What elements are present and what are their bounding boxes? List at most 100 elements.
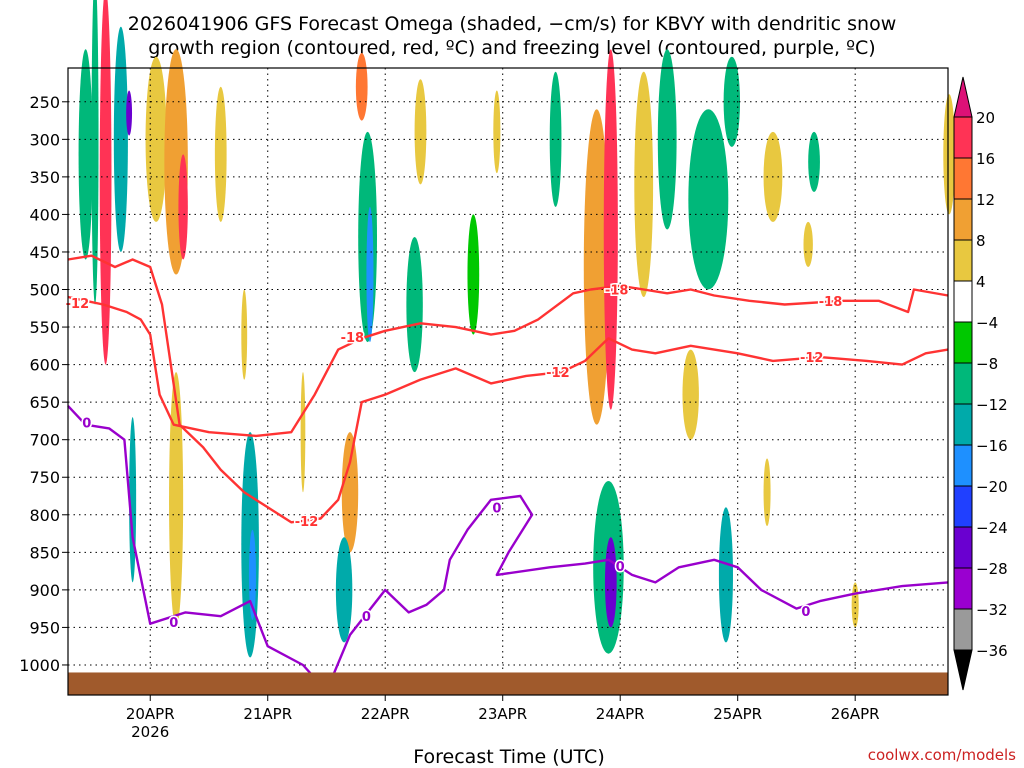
- ytick-label-750: 750: [29, 468, 60, 487]
- omega-cell-3: [113, 26, 128, 252]
- ytick-label-600: 600: [29, 356, 60, 375]
- omega-cell-37: [808, 131, 820, 192]
- plot-frame: [67, 67, 949, 696]
- ytick-label-700: 700: [29, 431, 60, 450]
- colorbar-swatch-7: [953, 403, 973, 446]
- colorbar-legend: 20 16 12 8 4 −4 −8 −12 −16 −20 −24 −28 −32 −36: [953, 76, 1008, 691]
- omega-cell-40: [851, 582, 859, 628]
- omega-cell-15: [355, 52, 368, 121]
- terrain-ground: [68, 672, 948, 695]
- contour-label-8: 0: [169, 616, 178, 631]
- colorbar-label-9: −20: [976, 478, 1008, 496]
- omega-cell-8: [178, 154, 188, 260]
- ytick-label-550: 550: [29, 318, 60, 337]
- colorbar-label-10: −24: [976, 519, 1008, 537]
- colorbar-swatch-1: [953, 157, 973, 200]
- contour-label-5: -18: [819, 295, 843, 310]
- omega-cell-18: [341, 432, 359, 553]
- contour-label-6: -12: [800, 351, 824, 366]
- colorbar-swatch-11: [953, 567, 973, 610]
- credit-text[interactable]: coolwx.com/models: [868, 746, 1016, 764]
- ytick-label-900: 900: [29, 581, 60, 600]
- colorbar-swatch-4: [953, 280, 973, 323]
- ytick-label-650: 650: [29, 393, 60, 412]
- contour-label-10: 0: [492, 501, 501, 516]
- omega-cell-29: [634, 71, 654, 298]
- contour-label-11: 0: [616, 560, 625, 575]
- ytick-label-300: 300: [29, 130, 60, 149]
- ytick-label-250: 250: [29, 93, 60, 112]
- plot-area: -12 -18 -12 -12 -18 -18 -12 0 0 0 0 0 0: [64, 0, 956, 696]
- colorbar-swatch-10: [953, 526, 973, 569]
- colorbar-swatch-12: [953, 608, 973, 651]
- ytick-label-950: 950: [29, 618, 60, 637]
- contour-label-9: 0: [362, 610, 371, 625]
- omega-cell-0: [78, 49, 93, 260]
- omega-cell-38: [803, 221, 813, 267]
- colorbar-label-11: −28: [976, 560, 1008, 578]
- contour-label-2: -12: [295, 515, 319, 530]
- xtick-label-21APR: 21APR: [243, 705, 292, 723]
- xtick-label-23APR: 23APR: [478, 705, 527, 723]
- omega-cell-11: [241, 289, 248, 380]
- omega-cell-21: [414, 79, 427, 185]
- contour-label-12: 0: [801, 605, 810, 620]
- colorbar-label-6: −8: [976, 355, 998, 373]
- colorbar-swatch-8: [953, 444, 973, 487]
- ytick-label-800: 800: [29, 506, 60, 525]
- contour-2-freezing-level: [67, 405, 949, 693]
- omega-cell-24: [549, 71, 562, 207]
- omega-cell-39: [943, 94, 956, 215]
- omega-cell-1: [91, 0, 99, 305]
- contour-label-3: -12: [546, 366, 570, 381]
- ytick-label-1000: 1000: [19, 656, 60, 675]
- xtick-label-20APR: 20APR: [126, 705, 175, 723]
- colorbar-label-5: −4: [976, 314, 998, 332]
- omega-cell-22: [467, 214, 480, 335]
- chart-title-line2: growth region (contoured, red, ºC) and f…: [148, 37, 875, 59]
- colorbar-label-4: 4: [976, 273, 986, 291]
- contour-label-7: 0: [82, 416, 91, 431]
- ytick-label-450: 450: [29, 243, 60, 262]
- colorbar-swatch-2: [953, 198, 973, 241]
- colorbar-label-1: 16: [976, 150, 995, 168]
- colorbar-label-8: −16: [976, 437, 1008, 455]
- contour-label-0: -12: [66, 297, 90, 312]
- colorbar-lower-cap: [953, 649, 973, 691]
- omega-cell-20: [406, 236, 423, 373]
- contour-0-dgz: [67, 284, 949, 438]
- omega-cell-25: [583, 109, 610, 425]
- omega-cell-32: [723, 56, 741, 147]
- omega-cell-33: [682, 349, 699, 440]
- omega-cell-17: [366, 206, 374, 343]
- omega-cell-28: [604, 537, 617, 628]
- contour-1-dgz: [67, 254, 949, 524]
- colorbar-upper-cap: [953, 76, 973, 118]
- omega-cell-23: [493, 90, 501, 174]
- omega-cell-2: [99, 0, 112, 365]
- contour-label-1: -18: [341, 331, 365, 346]
- colorbar-swatch-0: [953, 116, 973, 159]
- colorbar-label-3: 8: [976, 232, 986, 250]
- x-axis-label: Forecast Time (UTC): [413, 746, 604, 768]
- colorbar-label-12: −32: [976, 601, 1008, 619]
- xtick-label-24APR: 24APR: [596, 705, 645, 723]
- y-axis: 250 300 350 400 450 500 550 600 650 700 750 800 850 9…: [19, 93, 68, 675]
- colorbar-swatch-9: [953, 485, 973, 528]
- colorbar-label-13: −36: [976, 642, 1008, 660]
- colorbar-swatch-6: [953, 362, 973, 405]
- colorbar-swatch-3: [953, 239, 973, 282]
- omega-cell-34: [718, 507, 733, 643]
- contour-labels: -12 -18 -12 -12 -18 -18 -12 0 0 0 0 0 0: [64, 282, 844, 633]
- ytick-label-500: 500: [29, 281, 60, 300]
- omega-cell-9: [169, 372, 184, 628]
- omega-cell-26: [603, 49, 618, 410]
- colorbar-label-0: 20: [976, 109, 995, 127]
- contour-lines: [67, 254, 949, 693]
- chart-title-line1: 2026041906 GFS Forecast Omega (shaded, −…: [128, 13, 897, 35]
- colorbar-swatch-5: [953, 321, 973, 364]
- omega-cell-35: [763, 458, 771, 527]
- xtick-label-26APR: 26APR: [831, 705, 880, 723]
